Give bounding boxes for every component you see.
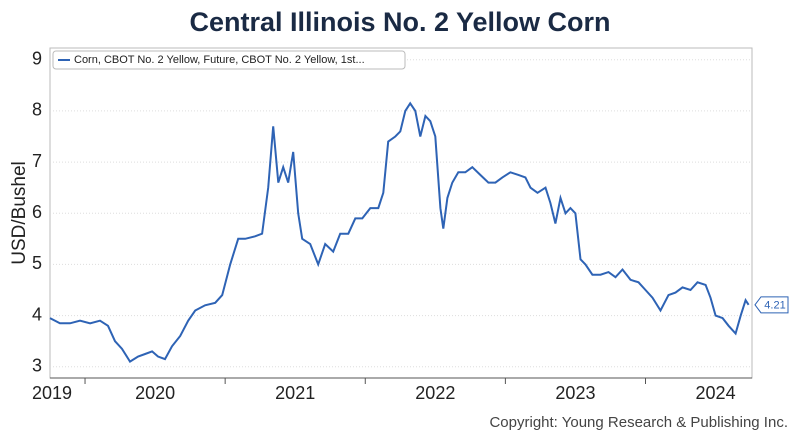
x-tick-label: 2019 (32, 383, 72, 403)
legend-box (52, 50, 406, 70)
legend-label: Corn, CBOT No. 2 Yellow, Future, CBOT No… (74, 54, 365, 66)
y-tick-label: 3 (32, 355, 42, 375)
last-value-box (754, 296, 789, 314)
legend: Corn, CBOT No. 2 Yellow, Future, CBOT No… (52, 50, 406, 70)
y-tick-label: 6 (32, 202, 42, 222)
y-tick-label: 5 (32, 253, 42, 273)
copyright: Copyright: Young Research & Publishing I… (489, 414, 788, 431)
x-tick-label: 2020 (135, 383, 175, 403)
y-tick-label: 7 (32, 151, 42, 171)
x-tick-label: 2024 (696, 383, 736, 403)
y-axis-label: USD/Bushel (9, 161, 30, 265)
chart-title: Central Illinois No. 2 Yellow Corn (189, 7, 610, 37)
series-line (49, 101, 750, 363)
x-tick-label: 2022 (415, 383, 455, 403)
x-tick-label: 2021 (275, 383, 315, 403)
y-tick-label: 8 (32, 100, 42, 120)
y-tick-label: 4 (32, 304, 42, 324)
last-value-label: 4.21 (764, 300, 785, 312)
x-tick-label: 2023 (555, 383, 595, 403)
y-tick-label: 9 (32, 49, 42, 69)
